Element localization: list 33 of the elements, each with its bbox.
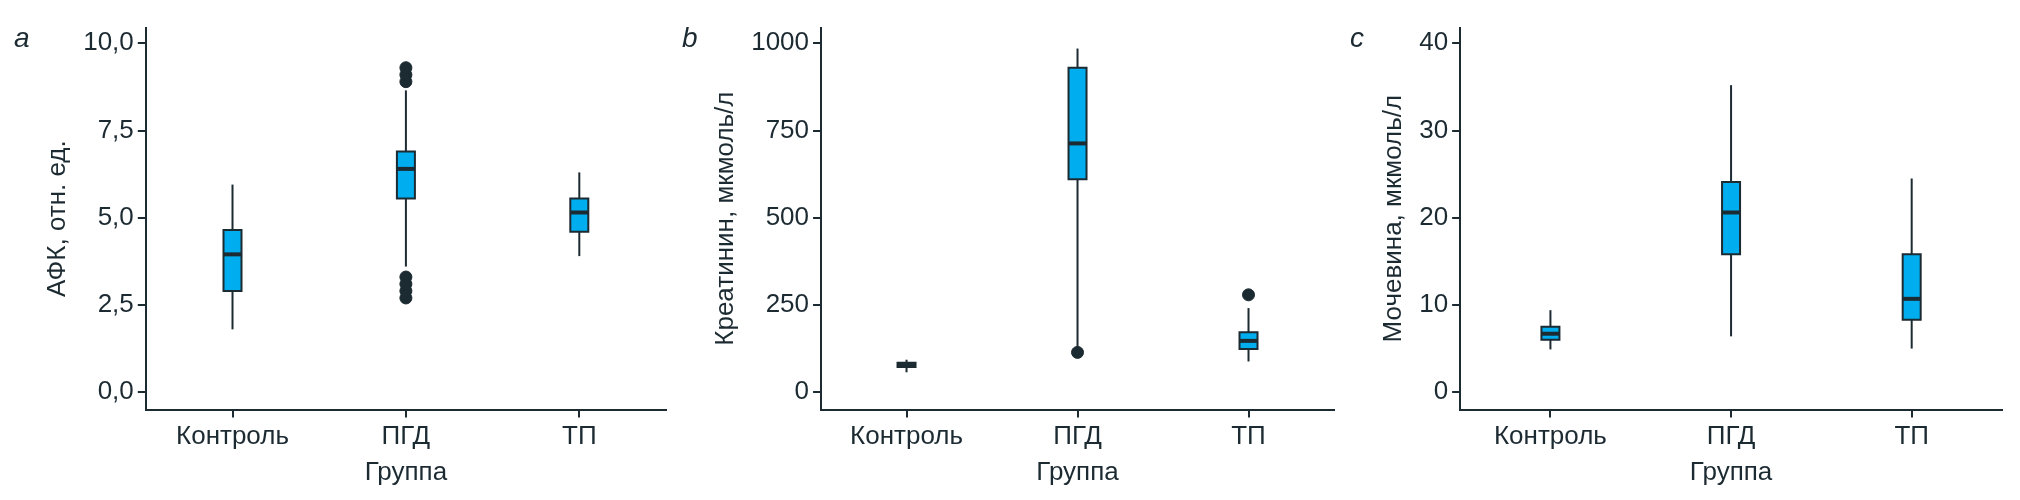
x-axis-title: Группа [1036, 455, 1120, 486]
y-axis-title: Креатинин, мкмоль/л [708, 91, 739, 346]
y-tick-label: 0 [794, 375, 810, 406]
y-tick-label: 5,0 [97, 200, 134, 231]
y-tick-label: 500 [765, 200, 810, 231]
y-tick-label: 10 [1419, 288, 1449, 319]
y-tick-label: 0 [1433, 375, 1449, 406]
x-tick-label: ПГД [381, 420, 431, 451]
y-tick-label: 7,5 [97, 113, 134, 144]
x-axis-title: Группа [1689, 455, 1773, 486]
y-tick-label: 750 [765, 113, 810, 144]
y-tick-label: 30 [1419, 113, 1449, 144]
y-axis-title: АФК, отн. ед. [40, 140, 71, 297]
x-tick-label: Контроль [850, 420, 963, 451]
y-tick-label: 2,5 [97, 288, 134, 319]
x-tick-label: Контроль [1493, 420, 1607, 451]
x-tick-label: ТП [1231, 420, 1266, 451]
x-tick-label: ПГД [1053, 420, 1103, 451]
chart-title: c [1350, 22, 1364, 54]
chart-title: b [682, 22, 698, 54]
x-tick-label: Контроль [176, 420, 289, 451]
y-tick-label: 0,0 [97, 375, 134, 406]
x-tick-label: ТП [1894, 420, 1929, 451]
y-tick-label: 1000 [751, 26, 810, 57]
y-tick-label: 250 [765, 288, 810, 319]
y-axis-title: Мочевина, мкмоль/л [1376, 94, 1407, 343]
y-tick-label: 10,0 [83, 26, 134, 57]
x-tick-label: ТП [562, 420, 597, 451]
y-tick-label: 20 [1419, 200, 1449, 231]
y-tick-label: 40 [1419, 26, 1449, 57]
x-tick-label: ПГД [1706, 420, 1756, 451]
chart-title: a [14, 22, 30, 54]
x-axis-title: Группа [364, 455, 448, 486]
